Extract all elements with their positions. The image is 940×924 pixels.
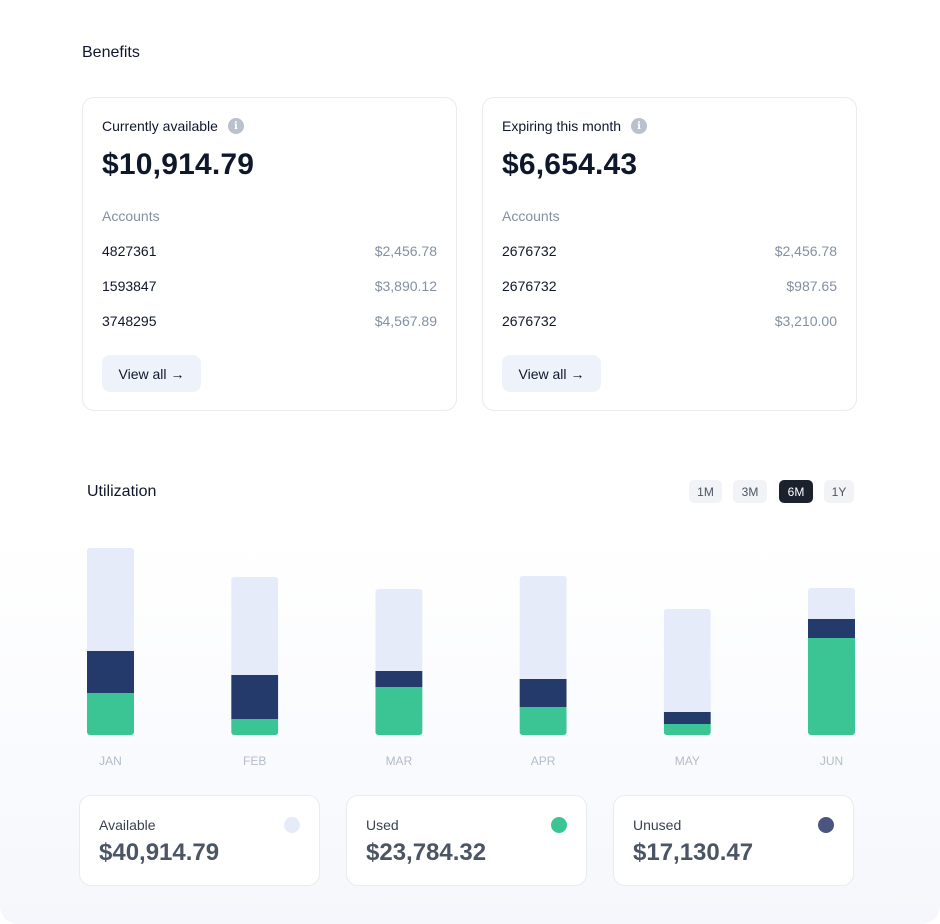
legend-dot-icon (284, 817, 300, 833)
stat-value: $17,130.47 (633, 839, 754, 866)
account-id: 4827361 (102, 243, 157, 259)
utilization-title: Utilization (87, 483, 157, 500)
accounts-label: Accounts (102, 208, 160, 224)
bar-group-jun[interactable] (808, 588, 855, 735)
x-tick-label: MAY (675, 754, 700, 768)
x-tick-label: JAN (99, 754, 122, 768)
account-id: 2676732 (502, 243, 557, 259)
bar-segment-unused-feb (231, 675, 279, 719)
legend-dot-icon (551, 817, 567, 833)
bar-group-mar[interactable] (375, 589, 423, 735)
stat-label: Available (99, 817, 156, 833)
x-tick-label: FEB (243, 754, 266, 768)
account-id: 3748295 (102, 313, 157, 329)
range-3m-button[interactable]: 3M (733, 480, 767, 503)
bar-segment-available-apr (519, 576, 567, 679)
range-6m-button[interactable]: 6M (779, 480, 813, 503)
bar-segment-used-apr (519, 707, 567, 735)
bar-segment-unused-mar (375, 671, 423, 687)
bar-segment-unused-jun (808, 619, 855, 638)
stat-label: Unused (633, 817, 682, 833)
view-all-button[interactable]: View all → (502, 355, 601, 392)
expiring-amount: $6,654.43 (502, 148, 638, 181)
x-tick-label: APR (531, 754, 556, 768)
available-stat-card: Available $40,914.79 (79, 795, 320, 886)
view-all-label: View all (518, 365, 567, 382)
account-amount: $3,890.12 (374, 278, 437, 294)
bar-segment-available-jan (87, 548, 134, 651)
bar-segment-used-feb (231, 719, 279, 735)
bar-group-apr[interactable] (519, 576, 567, 735)
bar-segment-available-jun (808, 588, 855, 619)
account-id: 2676732 (502, 313, 557, 329)
info-icon[interactable]: i (227, 118, 244, 134)
benefits-title: Benefits (82, 44, 140, 61)
utilization-chart: JAN FEB MAR APR MAY JUN (87, 548, 855, 768)
bar-segment-available-may (663, 609, 711, 712)
card-header: Currently available i (102, 118, 244, 134)
bar-segment-used-may (663, 724, 711, 735)
card-title: Currently available (102, 118, 218, 134)
x-tick-label: MAR (386, 754, 413, 768)
bar-segment-unused-apr (519, 679, 567, 707)
bar-group-may[interactable] (663, 609, 711, 735)
account-row: 2676732 $2,456.78 (502, 243, 837, 259)
range-1y-button[interactable]: 1Y (824, 480, 854, 503)
used-stat-card: Used $23,784.32 (346, 795, 587, 886)
view-all-label: View all (118, 365, 167, 382)
currently-available-card: Currently available i $10,914.79 Account… (82, 97, 457, 411)
account-row: 2676732 $3,210.00 (502, 313, 837, 329)
card-header: Expiring this month i (502, 118, 648, 134)
account-id: 1593847 (102, 278, 157, 294)
stat-value: $40,914.79 (99, 839, 220, 866)
arrow-right-icon: → (170, 365, 185, 382)
account-amount: $4,567.89 (374, 313, 437, 329)
account-row: 3748295 $4,567.89 (102, 313, 437, 329)
account-amount: $2,456.78 (374, 243, 437, 259)
accounts-label: Accounts (502, 208, 560, 224)
bar-segment-unused-may (663, 712, 711, 724)
available-amount: $10,914.79 (102, 148, 255, 181)
unused-stat-card: Unused $17,130.47 (613, 795, 854, 886)
bar-segment-used-jun (808, 638, 855, 735)
legend-dot-icon (818, 817, 834, 833)
bar-segment-unused-jan (87, 651, 134, 693)
stat-label: Used (366, 817, 399, 833)
view-all-button[interactable]: View all → (102, 355, 201, 392)
account-row: 2676732 $987.65 (502, 278, 837, 294)
bar-segment-used-mar (375, 687, 423, 735)
range-1m-button[interactable]: 1M (689, 480, 722, 503)
card-title: Expiring this month (502, 118, 622, 134)
stat-value: $23,784.32 (366, 839, 487, 866)
expiring-this-month-card: Expiring this month i $6,654.43 Accounts… (482, 97, 857, 411)
account-id: 2676732 (502, 278, 557, 294)
bar-segment-available-feb (231, 577, 279, 675)
account-row: 4827361 $2,456.78 (102, 243, 437, 259)
info-icon[interactable]: i (631, 118, 648, 134)
bar-group-feb[interactable] (231, 577, 279, 735)
x-tick-label: JUN (820, 754, 843, 768)
account-amount: $987.65 (786, 278, 837, 294)
account-row: 1593847 $3,890.12 (102, 278, 437, 294)
account-amount: $2,456.78 (774, 243, 837, 259)
account-amount: $3,210.00 (774, 313, 837, 329)
arrow-right-icon: → (570, 365, 585, 382)
bar-group-jan[interactable] (87, 548, 134, 735)
bar-segment-available-mar (375, 589, 423, 671)
bar-segment-used-jan (87, 693, 134, 735)
